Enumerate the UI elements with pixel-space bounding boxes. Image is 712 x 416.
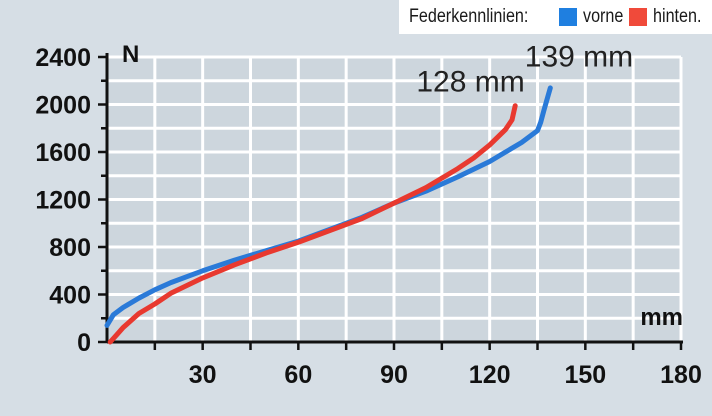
y-tick-label: 1600 — [35, 139, 91, 167]
legend-label-hinten: hinten. — [652, 6, 702, 27]
x-tick-label: 90 — [380, 361, 408, 389]
y-tick-label: 800 — [49, 234, 91, 262]
series-line-hinten — [107, 103, 518, 345]
y-tick-label: 2000 — [35, 92, 91, 120]
y-axis-unit-label: N — [122, 41, 139, 68]
x-tick-label: 120 — [469, 361, 511, 389]
legend-item-vorne: vorne — [559, 6, 625, 28]
y-tick-label: 0 — [77, 329, 91, 357]
annotation-label: 128 mm — [416, 65, 524, 98]
x-tick-label: 180 — [660, 361, 702, 389]
x-tick-label: 150 — [564, 361, 606, 389]
x-axis-unit-label: mm — [640, 304, 683, 331]
annotation-label: 139 mm — [525, 41, 633, 74]
legend: Federkennlinien: vorne hinten. — [398, 0, 712, 34]
legend-swatch-vorne — [559, 8, 578, 26]
y-tick-label: 2400 — [35, 44, 91, 72]
y-tick-label: 400 — [49, 282, 91, 310]
legend-title: Federkennlinien: — [408, 6, 529, 27]
x-tick-label: 30 — [189, 361, 217, 389]
legend-label-vorne: vorne — [583, 6, 624, 27]
y-tick-label: 1200 — [35, 187, 91, 215]
legend-swatch-hinten — [628, 8, 647, 26]
legend-item-hinten: hinten. — [628, 6, 704, 28]
x-tick-label: 60 — [284, 361, 312, 389]
